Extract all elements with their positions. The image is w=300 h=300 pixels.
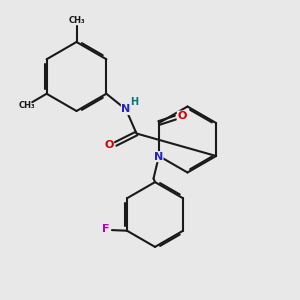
- Text: H: H: [130, 97, 139, 107]
- Text: O: O: [104, 140, 114, 151]
- Text: O: O: [177, 111, 187, 121]
- Text: CH₃: CH₃: [19, 101, 35, 110]
- Text: F: F: [102, 224, 109, 235]
- Text: N: N: [154, 152, 163, 162]
- Text: CH₃: CH₃: [68, 16, 85, 25]
- Text: N: N: [122, 104, 130, 115]
